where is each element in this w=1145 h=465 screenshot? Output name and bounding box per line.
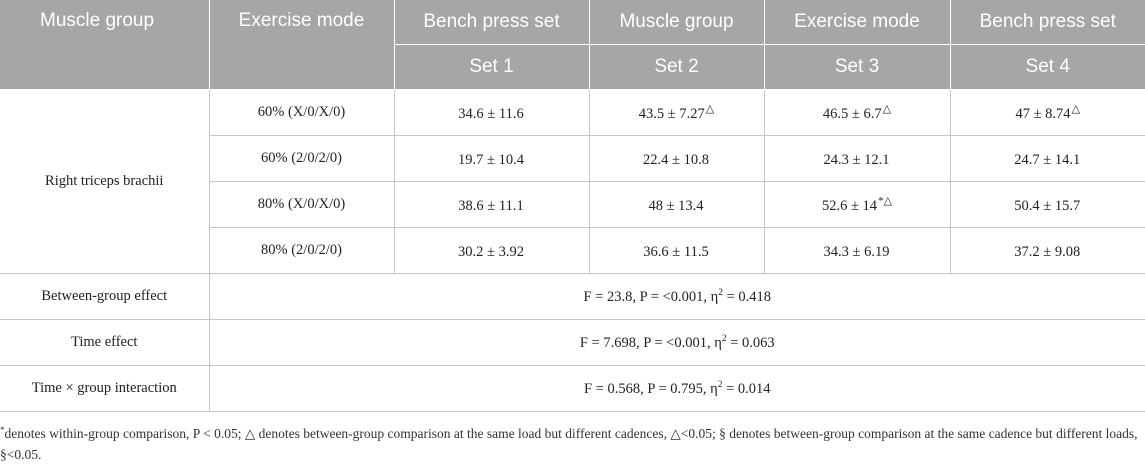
value-cell: 22.4 ± 10.8 <box>588 135 765 182</box>
table-row: Right triceps brachii 60% (X/0/X/0) 34.6… <box>0 89 1145 274</box>
value-text: 34.6 ± 11.6 <box>458 105 524 122</box>
stat-value: F = 0.568, P = 0.795, η2 = 0.014 <box>208 365 1145 412</box>
stat-superscript: 2 <box>718 287 723 298</box>
value-text: 47 ± 8.74 <box>1015 106 1071 122</box>
value-text: 24.7 ± 14.1 <box>1014 151 1081 168</box>
header-row-1: Muscle group Exercise mode Bench press s… <box>0 0 1145 90</box>
value-cell: 34.6 ± 11.6 <box>393 89 590 136</box>
results-table: Muscle group Exercise mode Bench press s… <box>0 0 1145 412</box>
footnote-text: denotes within-group comparison, P < 0.0… <box>0 426 1138 462</box>
value-text: 24.3 ± 12.1 <box>823 151 890 168</box>
stat-text: F = 7.698, P = <0.001, η <box>579 334 722 351</box>
value-cell: 50.4 ± 15.7 <box>949 181 1145 228</box>
value-text: 19.7 ± 10.4 <box>458 151 524 168</box>
header-set-3: Set 3 <box>763 44 951 90</box>
value-cell: 36.6 ± 11.5 <box>588 227 765 274</box>
stat-text-end: = 0.014 <box>722 380 771 397</box>
value-cell: 52.6 ± 14*△ <box>763 181 951 228</box>
exercise-mode-cell: 60% (X/0/X/0) <box>208 89 395 136</box>
exercise-mode-cell: 80% (2/0/2/0) <box>208 227 395 274</box>
header-set-1: Set 1 <box>393 44 590 90</box>
exercise-mode-cell: 80% (X/0/X/0) <box>208 181 395 228</box>
stat-label: Time effect <box>0 319 210 366</box>
header-bench-press-set: Bench press set <box>393 0 590 45</box>
muscle-group-cell: Right triceps brachii <box>0 89 210 274</box>
value-cell: 24.7 ± 14.1 <box>949 135 1145 182</box>
value-text: 46.5 ± 6.7 <box>822 106 882 122</box>
value-text: 48 ± 13.4 <box>648 197 704 214</box>
stat-text-end: = 0.063 <box>726 334 775 351</box>
value-cell: 43.5 ± 7.27△ <box>588 89 765 136</box>
value-text: 50.4 ± 15.7 <box>1014 197 1081 214</box>
value-text: 37.2 ± 9.08 <box>1014 243 1081 260</box>
stat-row-interaction: Time × group interaction F = 0.568, P = … <box>0 365 1145 412</box>
stat-label: Between-group effect <box>0 273 210 320</box>
significance-mark: △ <box>705 103 715 115</box>
value-cell: 19.7 ± 10.4 <box>393 135 590 182</box>
value-text: 22.4 ± 10.8 <box>643 151 709 168</box>
value-cell: 48 ± 13.4 <box>588 181 765 228</box>
stat-row-time: Time effect F = 7.698, P = <0.001, η2 = … <box>0 319 1145 366</box>
footnote-mark: * <box>0 425 5 435</box>
header-exercise-mode-2: Exercise mode <box>763 0 951 45</box>
header-muscle-group: Muscle group <box>0 0 210 90</box>
header-set-2: Set 2 <box>588 44 765 90</box>
value-cell: 37.2 ± 9.08 <box>949 227 1145 274</box>
value-cell: 30.2 ± 3.92 <box>393 227 590 274</box>
significance-mark: *△ <box>878 195 893 207</box>
value-cell: 38.6 ± 11.1 <box>393 181 590 228</box>
value-text: 43.5 ± 7.27 <box>638 106 705 122</box>
header-muscle-group-2: Muscle group <box>588 0 765 45</box>
value-cell: 47 ± 8.74△ <box>949 89 1145 136</box>
significance-mark: △ <box>882 103 892 115</box>
value-cell: 46.5 ± 6.7△ <box>763 89 951 136</box>
stat-text-end: = 0.418 <box>722 288 772 305</box>
stat-superscript: 2 <box>717 379 723 390</box>
significance-mark: △ <box>1071 103 1081 115</box>
stat-superscript: 2 <box>721 333 727 344</box>
table-row: 80% (X/0/X/0) 38.6 ± 11.1 48 ± 13.4 52.6… <box>0 181 1145 228</box>
stat-value: F = 7.698, P = <0.001, η2 = 0.063 <box>208 319 1145 366</box>
header-set-4: Set 4 <box>949 44 1145 90</box>
value-cell: 34.3 ± 6.19 <box>763 227 951 274</box>
stat-text: F = 23.8, P = <0.001, η <box>583 288 719 305</box>
value-text: 30.2 ± 3.92 <box>458 243 524 260</box>
value-text: 36.6 ± 11.5 <box>643 243 709 260</box>
value-text: 34.3 ± 6.19 <box>823 243 890 260</box>
header-bench-press-set-2: Bench press set <box>949 0 1145 45</box>
stat-row-between-group: Between-group effect F = 23.8, P = <0.00… <box>0 273 1145 320</box>
value-text: 52.6 ± 14 <box>821 198 878 214</box>
header-exercise-mode: Exercise mode <box>208 0 395 90</box>
exercise-mode-cell: 60% (2/0/2/0) <box>208 135 395 182</box>
stat-value: F = 23.8, P = <0.001, η2 = 0.418 <box>208 273 1145 320</box>
table-row: 80% (2/0/2/0) 30.2 ± 3.92 36.6 ± 11.5 34… <box>0 227 1145 274</box>
stat-text: F = 0.568, P = 0.795, η <box>583 380 718 397</box>
header-row-2: Set 1 Set 2 Set 3 Set 4 <box>0 44 1145 90</box>
value-text: 38.6 ± 11.1 <box>458 197 524 214</box>
table-footnote: *denotes within-group comparison, P < 0.… <box>0 420 1145 465</box>
stat-label: Time × group interaction <box>0 365 210 412</box>
value-cell: 24.3 ± 12.1 <box>763 135 951 182</box>
